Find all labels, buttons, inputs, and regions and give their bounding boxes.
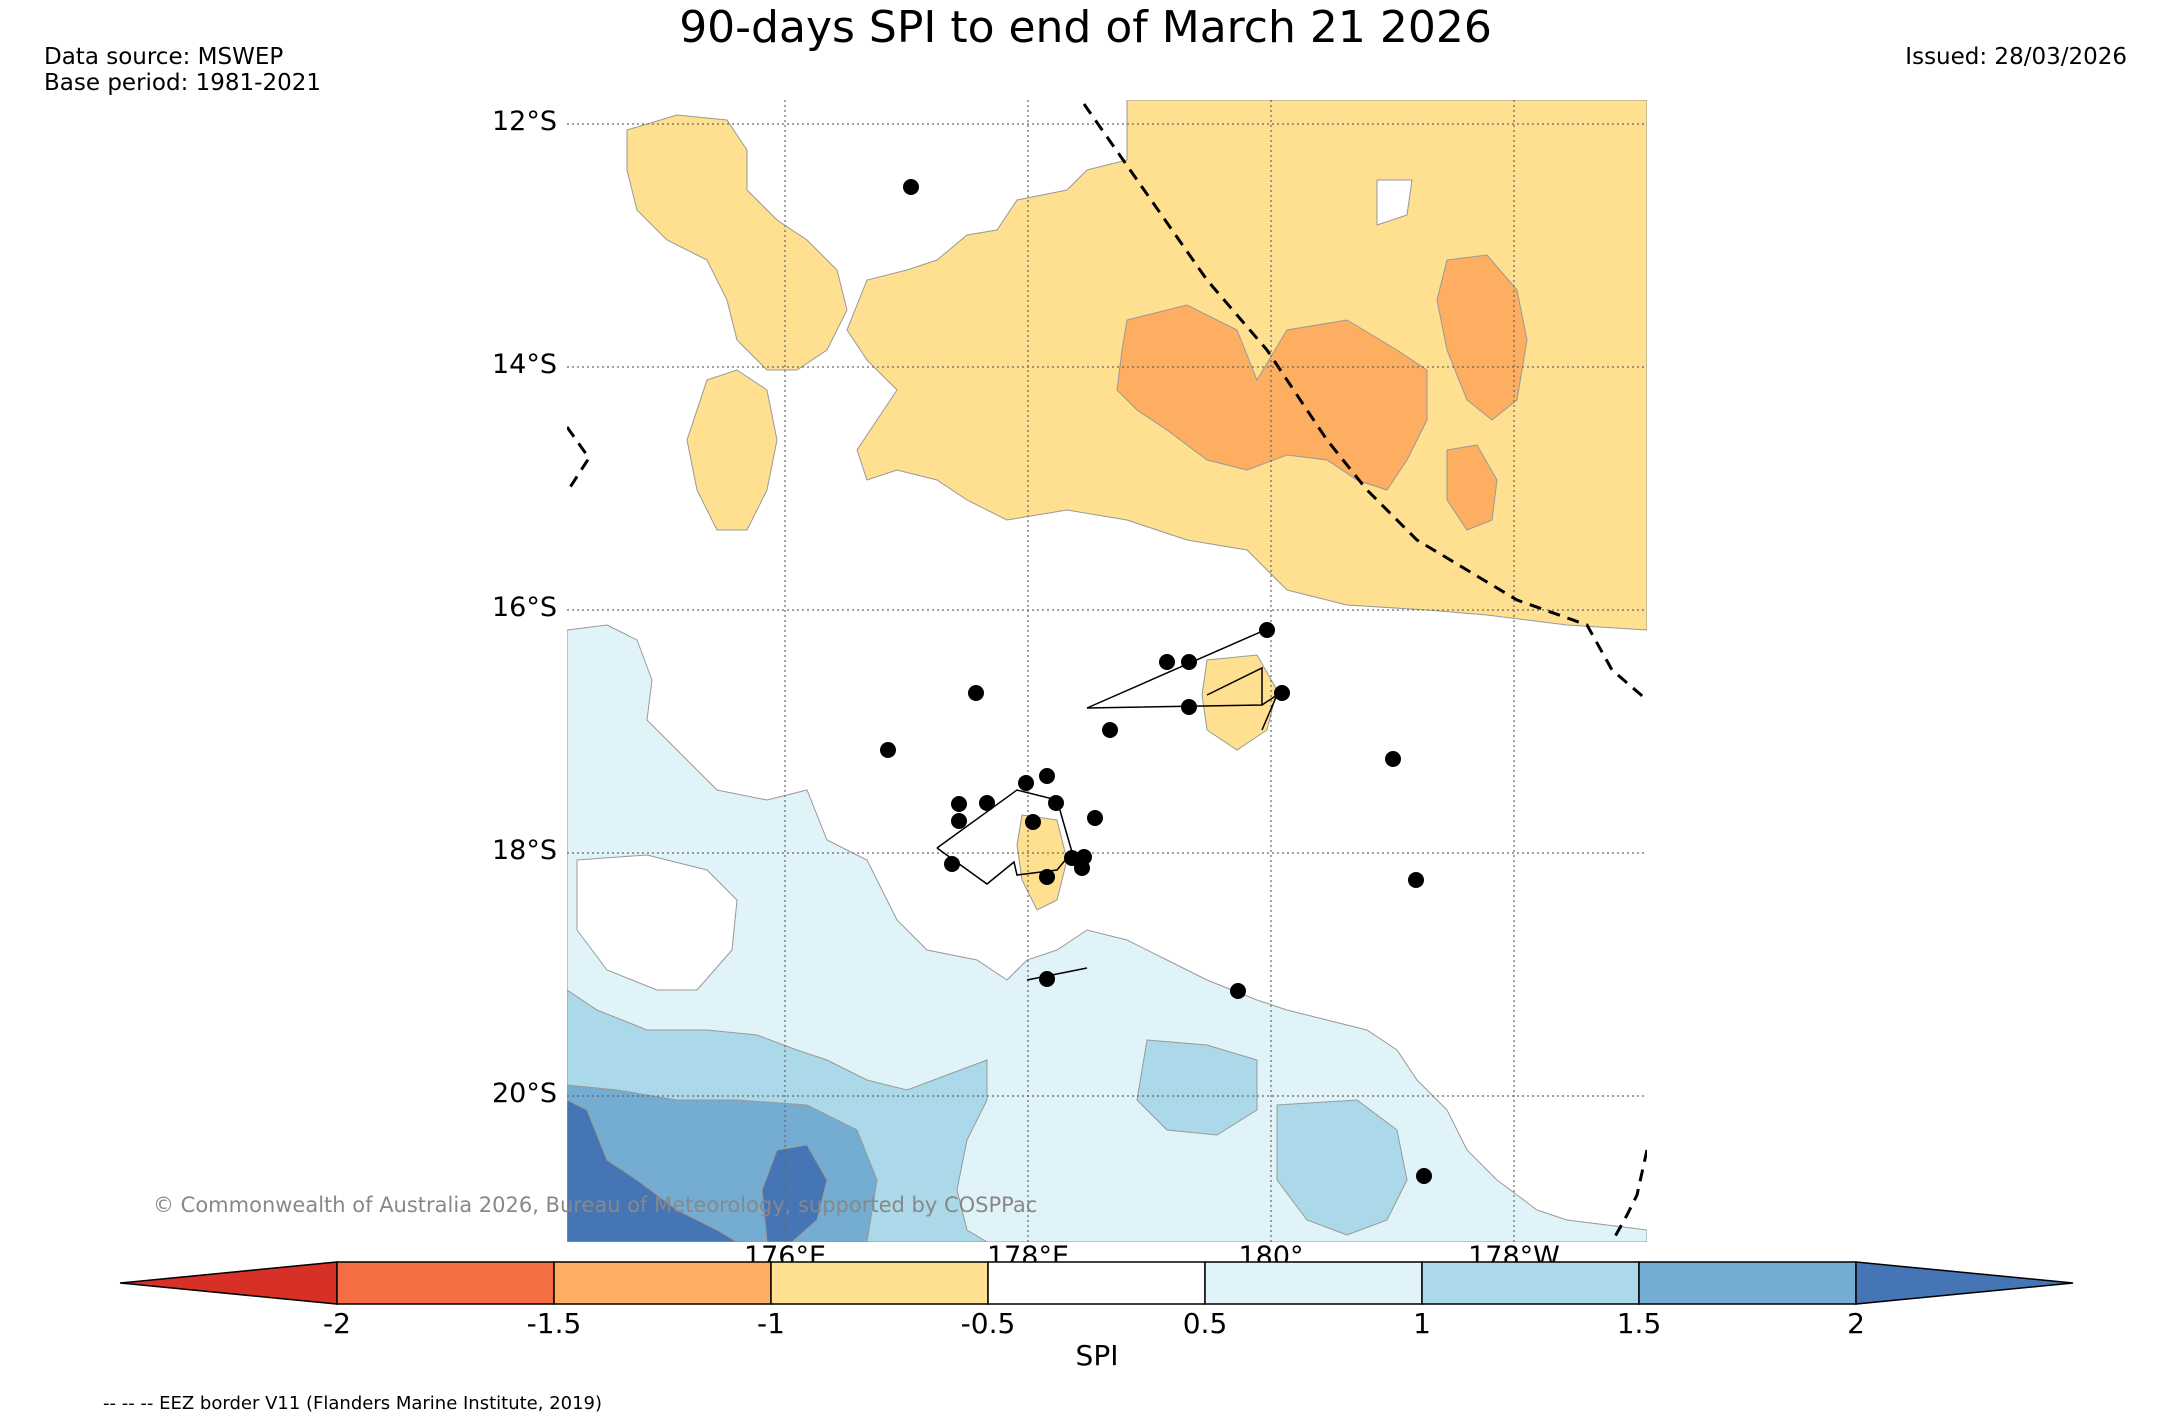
station-dot <box>1039 971 1055 987</box>
colorbar-title: SPI <box>1075 1339 1119 1372</box>
colorbar-tick-m1: -1 <box>757 1307 785 1340</box>
lat-label-12s: 12°S <box>492 106 557 137</box>
spi-colorbar <box>119 1261 2074 1305</box>
eez-border-southeast <box>1610 1149 1647 1242</box>
colorbar-segment-p1-p1-5 <box>1421 1261 1640 1305</box>
spi-region-dry-m1-m0-5-w <box>686 369 778 531</box>
copyright-notice: © Commonwealth of Australia 2026, Bureau… <box>153 1193 1038 1217</box>
graticule <box>567 100 1647 1242</box>
station-dot <box>1181 699 1197 715</box>
colorbar-segment-p1-5-p2 <box>1638 1261 1857 1305</box>
eez-legend-note: -- -- -- EEZ border V11 (Flanders Marine… <box>103 1393 603 1414</box>
lat-label-14s: 14°S <box>492 349 557 380</box>
spi-region-dry-m1-m0-5-nw <box>626 114 848 371</box>
station-dot <box>1074 860 1090 876</box>
eez-border <box>567 103 1647 1242</box>
colorbar-tick-m2: -2 <box>323 1307 351 1340</box>
station-dot <box>1087 810 1103 826</box>
lat-label-18s: 18°S <box>492 835 557 866</box>
station-dot <box>944 856 960 872</box>
issued-date: Issued: 28/03/2026 <box>1905 44 2127 70</box>
colorbar-segment-m2-m1-5 <box>336 1261 555 1305</box>
station-dot <box>880 742 896 758</box>
vanua-levu-outline <box>1086 666 1263 709</box>
station-dot <box>1064 850 1080 866</box>
data-source-info: Data source: MSWEP Base period: 1981-202… <box>44 44 321 96</box>
eez-border-east <box>1082 103 1647 702</box>
station-dot <box>1259 622 1275 638</box>
map-title: 90-days SPI to end of March 21 2026 <box>679 2 1492 53</box>
station-dot <box>1230 983 1246 999</box>
station-dot <box>1416 1168 1432 1184</box>
spi-region-dry-m1-m0-5-vitilevu <box>1016 814 1068 911</box>
station-dot <box>1102 722 1118 738</box>
spi-region-wet-1-1-5-c <box>1276 1099 1408 1236</box>
station-dot <box>1274 685 1290 701</box>
data-source: Data source: MSWEP <box>44 44 284 70</box>
colorbar-segment-p0-5-p1 <box>1204 1261 1423 1305</box>
station-dot <box>1018 775 1034 791</box>
colorbar-segment-m1-m0-5 <box>770 1261 989 1305</box>
station-dot <box>1039 869 1055 885</box>
colorbar-tick-p0-5: 0.5 <box>1182 1307 1228 1340</box>
colorbar-tick-p1: 1 <box>1413 1307 1431 1340</box>
station-dot <box>1181 654 1197 670</box>
colorbar-tick-m0-5: -0.5 <box>960 1307 1016 1340</box>
eez-border-west <box>567 426 591 493</box>
spi-region-dry-m1-5-m1 <box>1116 304 1428 491</box>
colorbar-segment-m1-5-m1 <box>553 1261 772 1305</box>
station-dot <box>968 685 984 701</box>
spi-region-dry-m1-5-m1-e <box>1436 254 1528 421</box>
station-dot <box>903 179 919 195</box>
station-dot <box>1385 751 1401 767</box>
lat-label-16s: 16°S <box>492 592 557 623</box>
vanua-levu-north <box>1086 629 1266 709</box>
spi-region-wet-gt-2-b <box>761 1144 828 1242</box>
station-dot <box>1039 768 1055 784</box>
station-dot <box>951 813 967 829</box>
spi-map-canvas <box>567 100 1647 1242</box>
station-dot <box>979 795 995 811</box>
spi-region-neutral-north <box>1376 179 1413 226</box>
spi-region-neutral-hole <box>576 854 738 991</box>
station-dot <box>951 796 967 812</box>
colorbar-tick-p1-5: 1.5 <box>1616 1307 1662 1340</box>
spi-region-neutral-center <box>847 740 1067 940</box>
spi-region-dry-m1-m0-5-fiji <box>1201 654 1278 751</box>
colorbar-segment-lt-minus-2 <box>119 1261 338 1305</box>
spi-region-dry-m1-5-m1-s <box>1446 444 1498 531</box>
spi-region-wet-gt-2 <box>567 1099 738 1242</box>
colorbar-segment-neutral <box>987 1261 1206 1305</box>
station-dot <box>1159 654 1175 670</box>
colorbar-tick-p2: 2 <box>1847 1307 1865 1340</box>
station-markers <box>880 179 1432 1184</box>
viti-levu-outline <box>936 789 1073 885</box>
kadavu-outline <box>1026 967 1088 981</box>
station-dot <box>1408 872 1424 888</box>
colorbar-segment-gt-2 <box>1855 1261 2074 1305</box>
spi-map <box>567 100 1647 1242</box>
station-dot <box>1048 795 1064 811</box>
colorbar-tick-m1-5: -1.5 <box>526 1307 582 1340</box>
base-period: Base period: 1981-2021 <box>44 70 322 96</box>
spi-region-wet-1-1-5-b <box>1136 1039 1258 1136</box>
lat-label-20s: 20°S <box>492 1078 557 1109</box>
station-dot <box>1025 814 1041 830</box>
